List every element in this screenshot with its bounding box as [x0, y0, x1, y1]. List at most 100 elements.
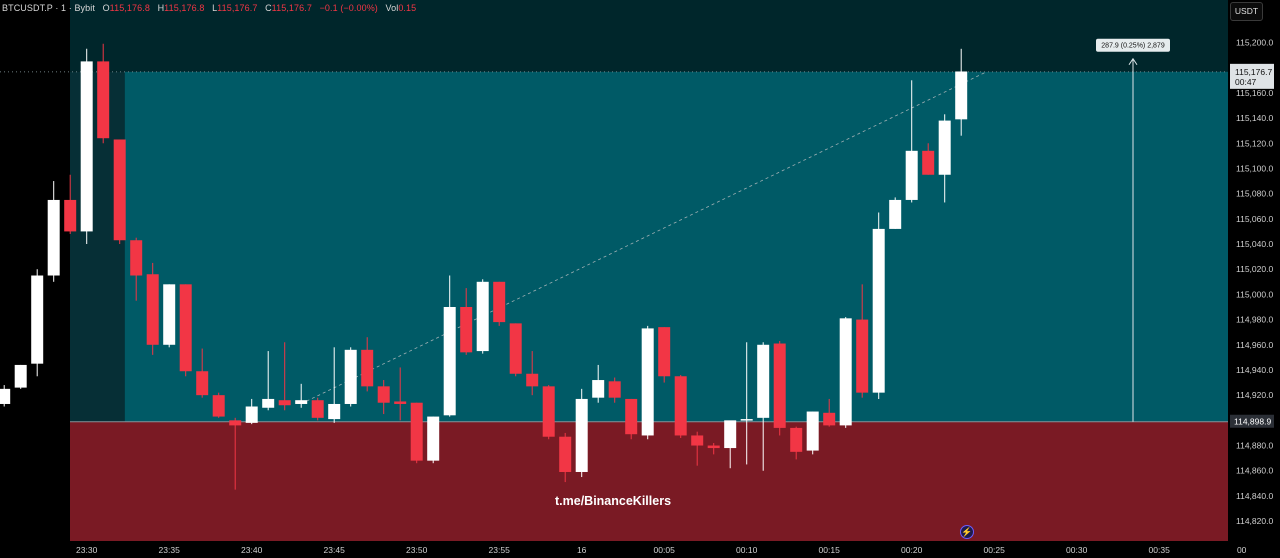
y-tick-label: 115,100.0 [1236, 163, 1273, 173]
y-tick-label: 115,080.0 [1236, 189, 1273, 199]
candle-body-00:13[interactable] [790, 427, 803, 452]
price-axis[interactable]: 115,200.0115,180.0115,160.0115,140.0115,… [1228, 0, 1280, 558]
watermark: t.me/BinanceKillers [555, 494, 672, 508]
last-price-tag [1230, 63, 1274, 89]
x-tick-label: 23:30 [76, 545, 98, 555]
candle-body-23:55[interactable] [493, 281, 506, 323]
candle-body-00:12[interactable] [773, 343, 786, 428]
candle-body-00:21[interactable] [922, 150, 935, 175]
candle-body-23:54[interactable] [476, 281, 489, 352]
candle-body-00:17[interactable] [856, 319, 869, 393]
y-tick-label: 115,140.0 [1236, 113, 1273, 123]
candle-body-00:08[interactable] [707, 445, 720, 449]
candle-body-00:07[interactable] [691, 435, 704, 446]
x-tick-label: 23:55 [489, 545, 511, 555]
candle-body-23:47[interactable] [361, 349, 374, 387]
candle-body-23:37[interactable] [196, 371, 209, 396]
candle-body-23:31[interactable] [97, 61, 110, 139]
candles-group [0, 43, 968, 490]
candle-body-00:19[interactable] [889, 199, 902, 229]
candle-body-23:40[interactable] [245, 406, 258, 423]
upper-zone-band [70, 0, 1228, 72]
candle-body-23:25[interactable] [0, 388, 11, 404]
measure-label-box: 287.9 (0.25%) 2,879 [1096, 38, 1170, 52]
candle-body-00:15[interactable] [823, 412, 836, 426]
x-tick-label: 00:15 [819, 545, 841, 555]
candle-body-23:27[interactable] [31, 275, 44, 364]
candle-body-23:39[interactable] [229, 420, 242, 426]
candle-body-00:04[interactable] [641, 328, 654, 436]
y-tick-label: 114,840.0 [1236, 491, 1273, 501]
candle-body-00:22[interactable] [938, 120, 951, 175]
candle-body-23:29[interactable] [64, 199, 77, 232]
candle-body-23:43[interactable] [295, 400, 308, 404]
candle-body-23:57[interactable] [526, 373, 539, 387]
candle-body-00:16[interactable] [839, 318, 852, 426]
candle-body-00:00[interactable] [575, 398, 588, 472]
candle-body-23:34[interactable] [146, 274, 159, 345]
candle-body-23:32[interactable] [113, 139, 126, 241]
volume-value: 0.15 [398, 3, 417, 13]
y-tick-label: 115,200.0 [1236, 38, 1273, 48]
y-tick-label: 115,040.0 [1236, 239, 1273, 249]
candle-body-00:09[interactable] [724, 420, 737, 449]
time-axis[interactable]: 23:30 23:35 23:40 23:45 23:50 23:55 16 00:05 00:… [76, 545, 1247, 555]
candle-body-23:26[interactable] [14, 364, 27, 388]
target-zone[interactable] [124, 71, 1229, 422]
close-value: 115,176.7 [271, 3, 312, 13]
candle-body-23:58[interactable] [542, 386, 555, 437]
candle-body-23:44[interactable] [311, 400, 324, 418]
stop-zone[interactable] [70, 421, 1228, 541]
entry-price-label: 114,898.9 [1234, 417, 1271, 427]
candle-body-23:45[interactable] [328, 403, 341, 420]
candle-body-00:03[interactable] [625, 398, 638, 435]
x-tick-label: 23:35 [159, 545, 181, 555]
candle-body-00:20[interactable] [905, 150, 918, 200]
candle-body-23:36[interactable] [179, 284, 192, 372]
candle-body-23:35[interactable] [163, 284, 176, 345]
candle-body-23:52[interactable] [443, 306, 456, 416]
low-label: L [212, 3, 218, 13]
candle-body-23:28[interactable] [47, 199, 60, 276]
candle-body-23:30[interactable] [80, 61, 93, 232]
candle-body-00:02[interactable] [608, 381, 621, 398]
candle-body-23:53[interactable] [460, 306, 473, 353]
x-tick-label: 23:50 [406, 545, 428, 555]
x-tick-label: 00 [1237, 545, 1247, 555]
candle-body-00:14[interactable] [806, 411, 819, 451]
candle-body-00:05[interactable] [658, 327, 671, 377]
candle-body-23:49[interactable] [394, 401, 407, 404]
candle-body-23:50[interactable] [410, 402, 423, 461]
lightning-bolt-icon[interactable]: ⚡ [960, 525, 974, 539]
candle-body-00:18[interactable] [872, 228, 885, 393]
y-tick-label: 114,860.0 [1236, 466, 1273, 476]
open-value: 115,176.8 [109, 3, 150, 13]
y-tick-label: 114,820.0 [1236, 516, 1273, 526]
candle-body-23:56[interactable] [509, 323, 522, 374]
bar-countdown: 00:47 [1235, 77, 1257, 87]
candle-body-00:06[interactable] [674, 376, 687, 436]
currency-button[interactable]: USDT [1230, 2, 1263, 21]
candle-body-23:46[interactable] [344, 349, 357, 404]
close-label: C [265, 3, 272, 13]
candle-body-23:59[interactable] [559, 436, 572, 472]
price-tags: 115,176.7 00:47 114,898.9 [1230, 63, 1274, 428]
candle-body-23:48[interactable] [377, 386, 390, 403]
candle-body-00:11[interactable] [757, 344, 770, 418]
volume-label: Vol [385, 3, 399, 13]
candle-body-23:38[interactable] [212, 395, 225, 417]
candle-body-23:33[interactable] [130, 240, 143, 276]
measure-arrowhead [1128, 57, 1138, 65]
candle-body-23:51[interactable] [427, 416, 440, 461]
candle-body-23:42[interactable] [278, 400, 291, 406]
x-tick-label: 23:45 [324, 545, 346, 555]
candle-body-00:23[interactable] [955, 71, 968, 120]
candle-body-00:01[interactable] [592, 380, 605, 398]
high-value: 115,176.8 [164, 3, 205, 13]
candle-body-00:10[interactable] [740, 419, 753, 421]
candle-body-23:41[interactable] [262, 398, 275, 408]
y-tick-label: 115,000.0 [1236, 289, 1273, 299]
symbol-label[interactable]: BTCUSDT.P · 1 · Bybit [2, 3, 95, 13]
low-value: 115,176.7 [217, 3, 258, 13]
